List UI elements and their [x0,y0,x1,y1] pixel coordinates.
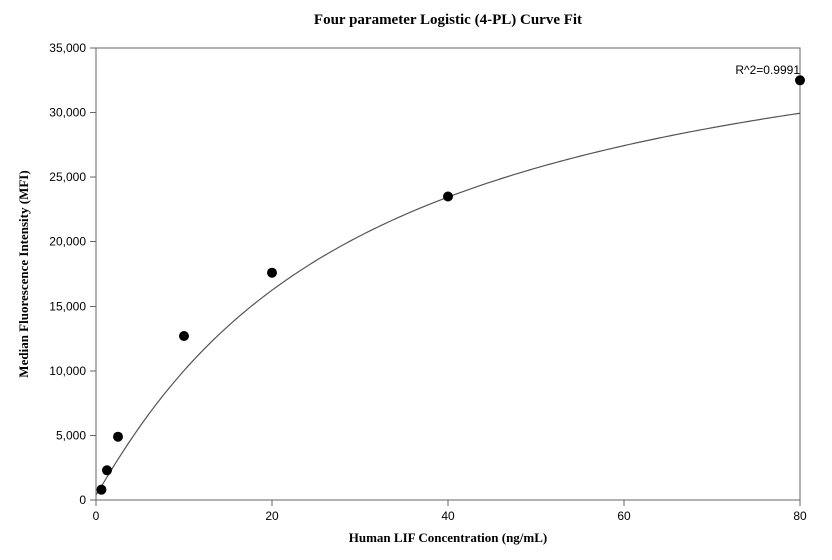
x-tick-label: 20 [265,509,279,523]
y-axis-ticks: 0 5,000 10,000 15,000 20,000 25,000 30,000 35,0… [49,41,96,507]
y-tick-label: 10,000 [49,364,86,378]
data-point [267,268,277,278]
y-axis-label: Median Fluorescence Intensity (MFI) [16,170,31,377]
data-point [102,465,112,475]
chart-title: Four parameter Logistic (4-PL) Curve Fit [314,12,582,28]
y-tick-label: 30,000 [49,106,86,120]
y-tick-label: 5,000 [56,428,86,442]
y-tick-label: 0 [79,493,86,507]
y-tick-label: 20,000 [49,235,86,249]
x-tick-label: 40 [441,509,455,523]
data-point [443,192,453,202]
plot-border [96,48,800,500]
chart-container: Four parameter Logistic (4-PL) Curve Fit… [0,0,832,560]
fit-curve [96,113,800,495]
x-tick-label: 80 [793,509,807,523]
data-points [96,75,805,494]
x-axis-label: Human LIF Concentration (ng/mL) [349,530,548,545]
y-tick-label: 35,000 [49,41,86,55]
y-tick-label: 25,000 [49,170,86,184]
x-tick-label: 60 [617,509,631,523]
x-tick-label: 0 [93,509,100,523]
y-tick-label: 15,000 [49,299,86,313]
data-point [96,485,106,495]
data-point [113,432,123,442]
data-point [179,331,189,341]
x-axis-ticks: 0 20 40 60 80 [93,500,807,523]
r-squared-annotation: R^2=0.9991 [735,63,800,77]
chart-svg: Four parameter Logistic (4-PL) Curve Fit… [0,0,832,560]
